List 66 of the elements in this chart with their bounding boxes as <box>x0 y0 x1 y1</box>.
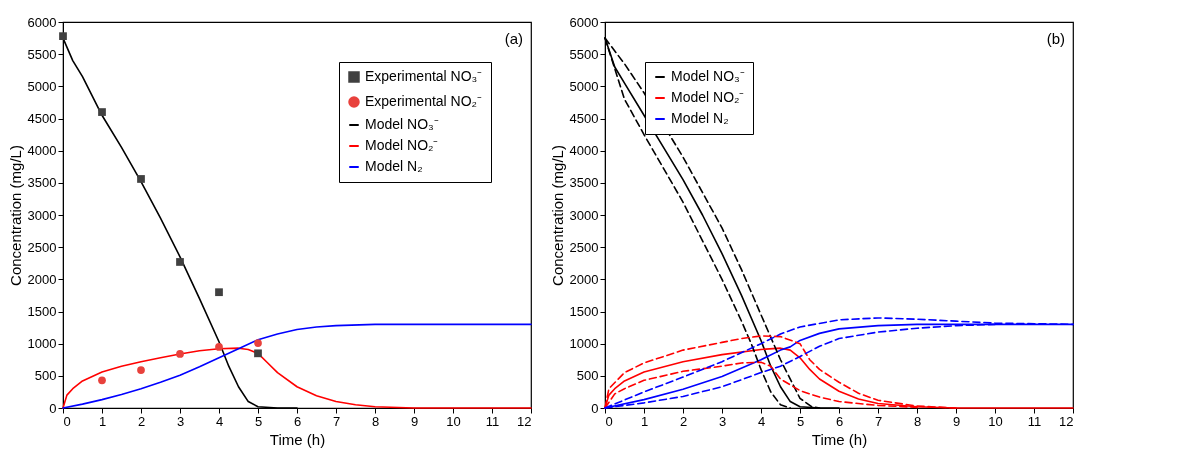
x-tick-label: 5 <box>254 413 263 429</box>
x-tick-label: 4 <box>215 413 224 429</box>
x-tick-label: 3 <box>718 413 727 429</box>
x-tick-label: 9 <box>952 413 961 429</box>
y-tick-label: 5500 <box>569 46 599 62</box>
x-tick-label: 8 <box>913 413 922 429</box>
annotation: (a) <box>504 30 523 47</box>
x-tick-label: 5 <box>796 413 805 429</box>
y-tick-label: 2000 <box>27 271 57 287</box>
x-tick-label: 6 <box>835 413 844 429</box>
y-tick-label: 5000 <box>569 78 599 94</box>
y-tick-label: 2500 <box>569 239 599 255</box>
x-tick-label: 11 <box>1027 413 1042 429</box>
y-tick-label: 1500 <box>569 304 599 319</box>
x-tick-label: 11 <box>485 413 500 429</box>
y-tick-label: 3000 <box>569 207 599 223</box>
x-axis-title: Time (h) <box>811 430 868 448</box>
x-tick-label: 7 <box>874 413 883 429</box>
y-tick-label: 5000 <box>27 78 57 94</box>
x-tick-label: 6 <box>293 413 302 429</box>
legend-label: Model NO₂⁻ <box>671 89 745 105</box>
x-tick-label: 12 <box>1059 413 1074 429</box>
y-tick-label: 4000 <box>27 143 57 159</box>
x-tick-label: 9 <box>410 413 419 429</box>
x-tick-label: 2 <box>679 413 688 429</box>
y-axis-title: Concentration (mg/L) <box>548 145 566 286</box>
y-tick-label: 2500 <box>27 239 57 255</box>
y-tick-label: 0 <box>49 400 57 416</box>
y-tick-label: 3000 <box>27 207 57 223</box>
y-tick-label: 1500 <box>27 304 57 319</box>
x-axis-title: Time (h) <box>269 430 326 448</box>
x-tick-label: 1 <box>640 413 649 429</box>
x-tick-label: 12 <box>517 413 532 429</box>
y-tick-label: 4500 <box>27 111 57 126</box>
y-tick-label: 2000 <box>569 271 599 287</box>
y-tick-label: 4000 <box>569 143 599 159</box>
x-tick-label: 4 <box>757 413 766 429</box>
x-tick-label: 0 <box>63 413 71 429</box>
legend-label: Experimental NO₃⁻ <box>365 68 483 84</box>
y-tick-label: 6000 <box>27 14 57 30</box>
legend-label: Model N₂ <box>365 158 423 174</box>
annotation: (b) <box>1046 30 1065 47</box>
y-tick-label: 0 <box>591 400 599 416</box>
x-tick-label: 1 <box>98 413 107 429</box>
y-tick-label: 1000 <box>569 336 599 352</box>
x-tick-label: 2 <box>137 413 146 429</box>
x-tick-label: 10 <box>988 413 1003 429</box>
y-tick-label: 500 <box>34 368 57 384</box>
y-tick-label: 3500 <box>569 175 599 191</box>
legend-label: Model NO₃⁻ <box>365 116 439 132</box>
x-tick-label: 0 <box>605 413 613 429</box>
y-tick-label: 500 <box>576 368 599 384</box>
y-tick-label: 4500 <box>569 111 599 126</box>
x-tick-label: 7 <box>332 413 341 429</box>
x-tick-label: 3 <box>176 413 185 429</box>
legend-label: Experimental NO₂⁻ <box>365 93 483 109</box>
y-tick-label: 3500 <box>27 175 57 191</box>
legend-label: Model N₂ <box>671 110 729 126</box>
y-tick-label: 6000 <box>569 14 599 30</box>
y-tick-label: 5500 <box>27 46 57 62</box>
y-tick-label: 1000 <box>27 336 57 352</box>
x-tick-label: 10 <box>446 413 461 429</box>
x-tick-label: 8 <box>371 413 380 429</box>
legend-label: Model NO₃⁻ <box>671 68 745 84</box>
legend-label: Model NO₂⁻ <box>365 137 439 153</box>
y-axis-title: Concentration (mg/L) <box>6 145 24 286</box>
